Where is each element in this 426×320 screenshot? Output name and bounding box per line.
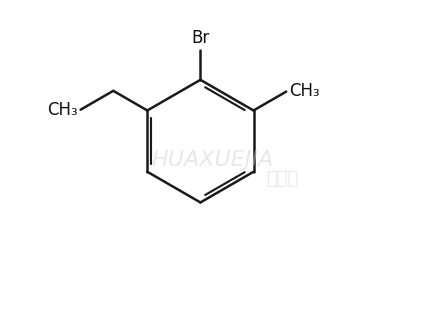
Text: Br: Br [191,29,210,47]
Text: HUAXUEJIA: HUAXUEJIA [152,150,274,170]
Text: CH₃: CH₃ [47,101,78,119]
Text: CH₃: CH₃ [289,82,320,100]
Text: 化学加: 化学加 [266,170,298,188]
